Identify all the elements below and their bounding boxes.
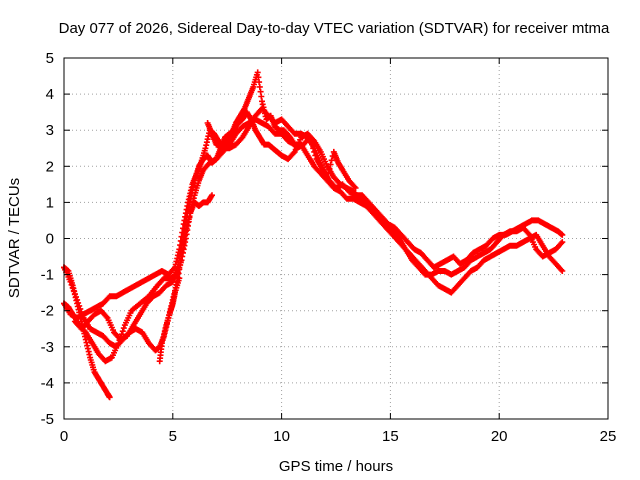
- y-tick-label: 1: [46, 194, 54, 211]
- y-tick-label: -2: [41, 303, 54, 320]
- series-track-4: [61, 69, 566, 321]
- y-tick-label: -4: [41, 375, 54, 392]
- x-tick-label: 25: [600, 428, 617, 445]
- chart-title: Day 077 of 2026, Sidereal Day-to-day VTE…: [59, 20, 610, 37]
- x-axis-label: GPS time / hours: [279, 458, 393, 475]
- y-tick-label: 3: [46, 122, 54, 139]
- series-track-5: [71, 109, 566, 343]
- data-point-markers: [61, 69, 566, 321]
- series-track-6: [156, 275, 183, 365]
- x-tick-label: 5: [169, 428, 177, 445]
- x-tick-label: 20: [491, 428, 508, 445]
- data-point-markers: [204, 105, 359, 191]
- y-tick-label: 4: [46, 86, 54, 103]
- x-tick-label: 15: [382, 428, 399, 445]
- x-tick-label: 0: [60, 428, 68, 445]
- y-tick-label: 0: [46, 231, 54, 248]
- x-tick-label: 10: [273, 428, 290, 445]
- y-tick-label: -1: [41, 267, 54, 284]
- y-tick-label: -5: [41, 411, 54, 428]
- data-layer: [61, 69, 566, 401]
- ticks: 0 5 10 15 20 25 -5 -4 -3 -2 -1 0 1 2 3 4 5: [41, 50, 617, 445]
- data-point-markers: [156, 275, 183, 365]
- y-tick-label: 5: [46, 50, 54, 67]
- grid: [64, 58, 608, 419]
- y-tick-label: 2: [46, 158, 54, 175]
- y-axis-label: SDTVAR / TECUs: [6, 178, 23, 298]
- series-track-7: [204, 105, 359, 191]
- data-point-markers: [71, 109, 566, 343]
- y-tick-label: -3: [41, 339, 54, 356]
